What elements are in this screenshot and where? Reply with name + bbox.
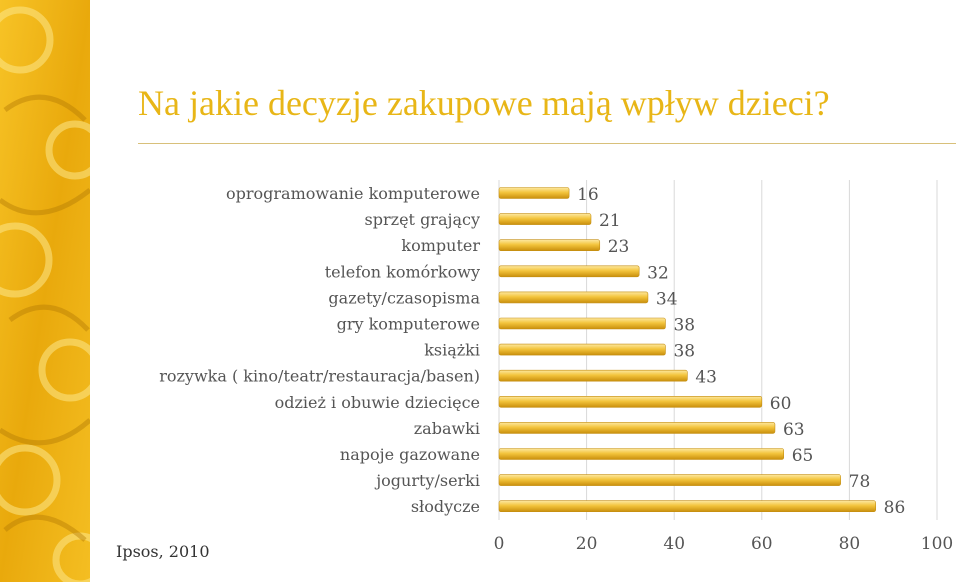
decorative-side-panel [0, 0, 90, 582]
category-label: zabawki [414, 419, 480, 438]
x-tick-label: 100 [921, 534, 953, 554]
x-tick-label: 0 [494, 534, 505, 554]
x-tick-label: 40 [663, 534, 685, 554]
category-label: komputer [401, 236, 480, 255]
data-label: 16 [577, 185, 599, 205]
category-label: jogurty/serki [374, 471, 480, 490]
chart-labels: 0 20 40 60 80 100 oprogramowanie komputerowe 16… [159, 184, 953, 554]
data-label: 60 [770, 394, 792, 414]
category-label: odzież i obuwie dziecięce [275, 393, 480, 412]
data-label: 43 [695, 368, 717, 388]
data-label: 63 [783, 420, 805, 440]
bar [498, 448, 785, 460]
bar [498, 474, 841, 486]
bar [498, 239, 601, 251]
category-label: oprogramowanie komputerowe [226, 184, 480, 203]
data-label: 38 [673, 316, 695, 336]
bar [498, 395, 763, 408]
bar [498, 343, 666, 356]
bar [498, 265, 640, 278]
bar [498, 369, 688, 382]
x-tick-label: 80 [839, 534, 861, 554]
data-label: 21 [599, 211, 621, 231]
source-note: Ipsos, 2010 [116, 542, 210, 561]
slide-title: Na jakie decyzje zakupowe mają wpływ dzi… [138, 83, 830, 123]
category-label: telefon komórkowy [325, 262, 480, 281]
bar [498, 422, 776, 434]
data-label: 78 [849, 472, 871, 492]
category-label: napoje gazowane [340, 445, 480, 464]
x-tick-label: 60 [751, 534, 773, 554]
data-label: 34 [656, 289, 678, 309]
category-label: książki [424, 341, 480, 360]
title-divider [138, 143, 956, 144]
category-label: gry komputerowe [337, 315, 480, 334]
bar [498, 187, 570, 199]
category-label: rozywka ( kino/teatr/restauracja/basen) [159, 367, 480, 386]
category-label: słodycze [411, 497, 480, 516]
bar [498, 317, 666, 330]
data-label: 23 [608, 237, 630, 257]
category-label: sprzęt grający [365, 210, 480, 229]
data-label: 32 [647, 263, 669, 283]
bar [498, 291, 649, 304]
chart-bars [498, 187, 876, 513]
x-tick-label: 20 [576, 534, 598, 554]
data-label: 65 [792, 446, 814, 466]
bar [498, 213, 592, 225]
data-label: 38 [673, 342, 695, 362]
bar [498, 500, 876, 513]
data-label: 86 [884, 498, 906, 518]
category-label: gazety/czasopisma [328, 288, 480, 307]
